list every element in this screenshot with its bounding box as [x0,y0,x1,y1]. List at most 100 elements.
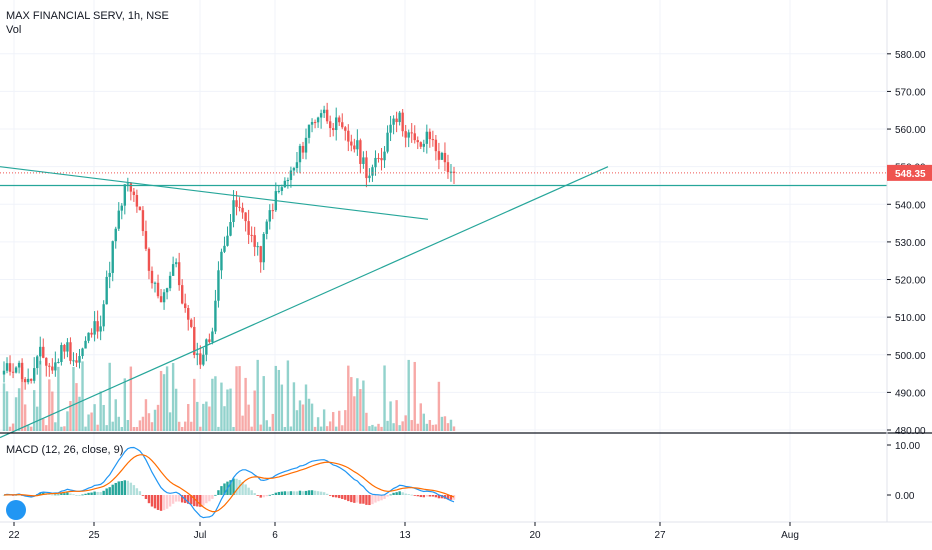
volume-bar [226,389,229,431]
macd-histogram-bar [268,494,271,496]
x-tick-label: Aug [781,530,799,541]
candle-body [431,139,435,141]
macd-histogram-bar [353,495,356,503]
candle-body [150,270,154,284]
volume-bar [362,380,365,431]
candle-body [69,342,72,361]
volume-bar [223,406,226,431]
macd-histogram-bar [177,495,181,502]
macd-histogram-bar [419,495,422,498]
macd-histogram-bar [48,493,51,495]
macd-histogram-bar [292,491,296,495]
macd-histogram-bar [250,490,253,495]
candle-body [177,262,181,286]
volume-bar [150,422,154,431]
candle-body [301,145,305,153]
candle-body [102,304,105,327]
y-tick-label: 520.00 [895,276,926,287]
macd-histogram-bar [359,495,362,504]
ascending-trendline[interactable] [0,166,609,439]
candle-body [171,264,175,276]
volume-bar [250,426,253,431]
macd-histogram-bar [356,495,359,503]
volume-bar [187,404,190,431]
candle-body [33,368,36,381]
macd-histogram-bar [262,495,265,498]
candle-body [247,221,250,235]
candle-body [449,171,453,173]
candle-body [2,370,6,375]
volume-bar [328,421,332,431]
volume-bar [165,366,169,431]
volume-bar [298,400,302,431]
candle-body [437,151,441,160]
macd-pane [2,446,456,519]
volume-bar [87,414,90,431]
volume-bar [244,377,247,431]
macd-histogram-bar [108,487,111,495]
volume-bar [42,418,45,431]
macd-histogram-bar [90,492,93,495]
candle-body [126,183,130,185]
volume-bar [220,382,223,431]
candle-body [48,365,51,367]
volume-bar [33,390,36,431]
candle-body [404,131,407,138]
candle-body [42,346,45,358]
macd-histogram-bar [144,495,148,500]
volume-bar [443,416,447,431]
candle-body [217,270,220,301]
macd-histogram-bar [338,495,341,499]
x-tick-label: 27 [654,530,666,541]
volume-bar [81,361,84,431]
candle-body [220,251,223,271]
volume-bar [202,403,205,431]
candle-body [187,308,190,320]
macd-histogram-bar [244,484,247,495]
macd-histogram-bar [271,494,274,496]
descending-trendline[interactable] [0,166,429,220]
macd-histogram-bar [446,495,450,500]
trendlines[interactable] [0,166,887,439]
candle-body [199,353,202,365]
candle-body [214,300,217,332]
candle-body [114,228,117,242]
candle-body [81,348,84,357]
macd-histogram-bar [54,494,57,496]
volume-bar [171,363,175,431]
volume-bar [368,426,371,431]
y-tick-label: 490.00 [895,388,926,399]
macd-histogram-bar [102,490,105,495]
candle-body [256,246,259,248]
volume-bar [29,426,33,431]
macd-histogram-bar [135,488,139,495]
candle-body [401,112,404,132]
volume-bar [377,423,380,431]
macd-histogram-bar [141,495,145,496]
macd-histogram-bar [129,482,133,495]
macd-histogram-bar [344,495,347,500]
macd-histogram-bar [247,487,250,495]
volume-bar [286,360,290,431]
volume-bar [114,399,117,431]
macd-histogram-bar [187,495,190,504]
candle-body [105,276,108,305]
volume-bar [271,413,274,431]
volume-bar [356,378,359,431]
x-tick-label: 25 [88,530,100,541]
candle-body [413,133,416,141]
volume-bar [322,409,326,431]
y-tick-label: 570.00 [895,87,926,98]
macd-histogram-bar [84,493,87,495]
x-tick-label: 13 [399,530,411,541]
candle-body [36,356,39,369]
candle-body [208,339,211,342]
volume-bar [316,417,320,431]
macd-histogram-bar [449,495,453,500]
candle-body [165,288,169,293]
macd-histogram-bar [69,493,72,495]
volume-bar [431,424,435,431]
volume-bar [177,421,181,431]
candle-body [295,162,299,168]
